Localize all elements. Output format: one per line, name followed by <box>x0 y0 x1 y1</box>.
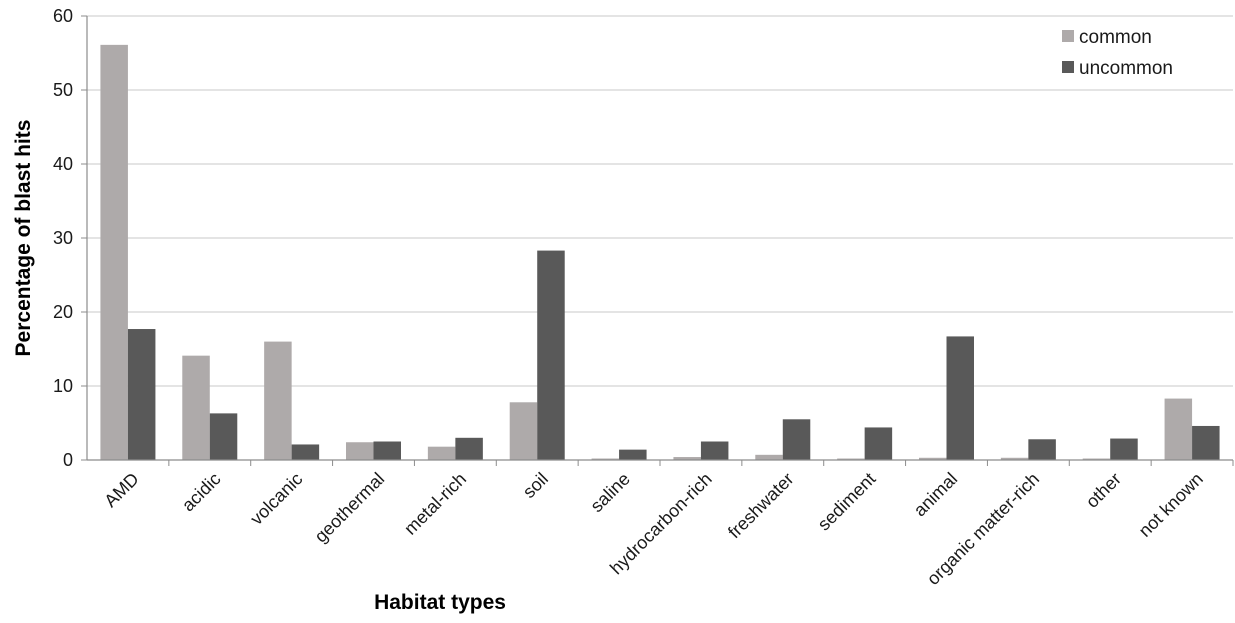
bar-common-hydrocarbon-rich <box>673 457 701 460</box>
bar-uncommon-animal <box>946 336 974 460</box>
bar-common-metal-rich <box>427 446 456 460</box>
bar-common-freshwater <box>755 454 783 460</box>
x-tick-labels: AMD acidic volcanic geothermal metal-rich soi… <box>100 460 1234 589</box>
x-tick-label: soil <box>519 469 552 502</box>
x-tick-label: not known <box>1135 469 1207 541</box>
bar-uncommon-other <box>1110 438 1138 460</box>
bar-common-organic-matter-rich <box>1000 457 1029 460</box>
bar-common-other <box>1082 458 1111 460</box>
y-tick-label: 30 <box>53 228 73 248</box>
y-tick-label: 60 <box>53 6 73 26</box>
bar-uncommon-volcanic <box>291 444 320 460</box>
y-tick-label: 20 <box>53 302 73 322</box>
bar-common-geothermal <box>346 442 374 460</box>
bar-uncommon-saline <box>619 449 647 460</box>
bar-common-acidic <box>182 355 210 460</box>
bar-common-saline <box>591 458 620 460</box>
x-tick-label: AMD <box>100 469 142 511</box>
bar-common-animal <box>919 457 947 460</box>
y-tick-label: 50 <box>53 80 73 100</box>
legend-label-uncommon: uncommon <box>1079 58 1173 79</box>
legend: common uncommon <box>1062 27 1173 79</box>
y-tick-label: 0 <box>63 450 73 470</box>
x-tick-label: other <box>1082 469 1125 512</box>
bar-uncommon-freshwater <box>782 419 811 460</box>
bar-uncommon-amd <box>127 329 156 460</box>
x-tick-label: metal-rich <box>400 469 470 539</box>
bar-uncommon-soil <box>537 250 565 460</box>
gridlines <box>87 15 1233 387</box>
bar-common-sediment <box>837 458 865 460</box>
x-tick-label: volcanic <box>246 469 306 529</box>
bar-uncommon-hydrocarbon-rich <box>700 441 729 460</box>
y-axis-title: Percentage of blast hits <box>12 120 35 357</box>
x-tick-label: sediment <box>814 469 880 535</box>
x-tick-label: freshwater <box>724 469 798 543</box>
legend-swatch-uncommon <box>1062 61 1074 73</box>
x-tick-label: saline <box>587 469 634 516</box>
y-tick-label: 10 <box>53 376 73 396</box>
y-tick-label: 40 <box>53 154 73 174</box>
bars <box>100 44 1220 461</box>
bar-common-not-known <box>1164 398 1193 460</box>
legend-swatch-common <box>1062 30 1074 42</box>
bar-common-amd <box>100 44 128 461</box>
bar-common-soil <box>509 402 538 460</box>
legend-label-common: common <box>1079 27 1152 48</box>
x-axis-title: Habitat types <box>374 591 506 614</box>
bar-common-volcanic <box>264 341 292 460</box>
bar-uncommon-acidic <box>209 413 238 460</box>
x-tick-label: acidic <box>178 469 225 516</box>
bar-uncommon-sediment <box>864 427 893 460</box>
bar-uncommon-not-known <box>1192 425 1220 460</box>
x-tick-label: geothermal <box>311 469 389 547</box>
bar-uncommon-geothermal <box>373 441 401 460</box>
bar-uncommon-organic-matter-rich <box>1028 439 1056 460</box>
bar-uncommon-metal-rich <box>455 437 483 460</box>
y-tick-labels: 0 10 20 30 40 50 60 <box>53 6 87 470</box>
x-tick-label: animal <box>910 469 962 521</box>
